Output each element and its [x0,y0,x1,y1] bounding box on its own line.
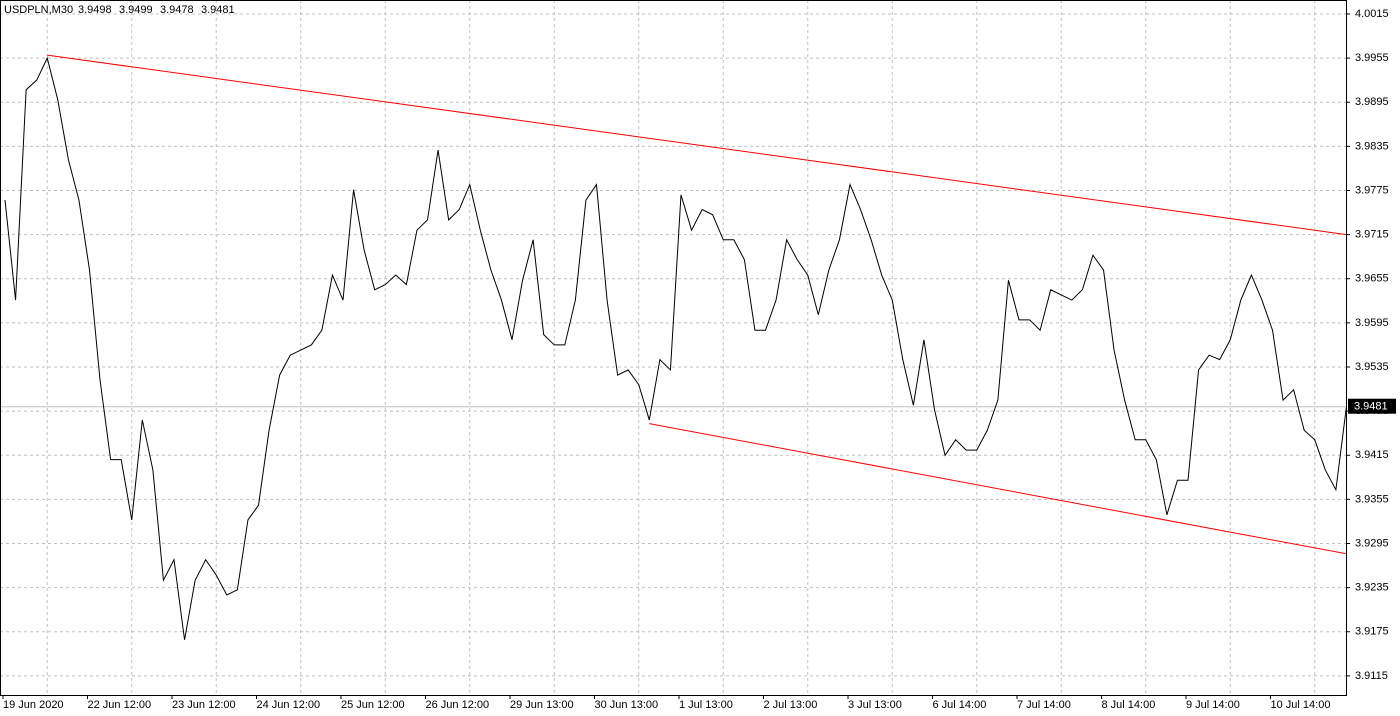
y-tick-label: 3.9775 [1355,184,1389,196]
y-tick-label: 3.9895 [1355,96,1389,108]
marks [4,54,1347,640]
x-tick-label: 19 Jun 2020 [3,699,64,711]
y-tick-label: 3.9535 [1355,361,1389,373]
y-tick-label: 4.0015 [1355,8,1389,20]
y-tick-label: 3.9955 [1355,52,1389,64]
price-tag-label: 3.9481 [1354,401,1388,413]
x-tick-label: 24 Jun 12:00 [257,699,321,711]
x-tick-label: 29 Jun 13:00 [510,699,574,711]
ohlc-value: 3.9499 [119,4,153,16]
x-tick-label: 22 Jun 12:00 [88,699,152,711]
x-tick-label: 30 Jun 13:00 [595,699,659,711]
x-tick-label: 26 Jun 12:00 [426,699,490,711]
x-tick-label: 7 Jul 14:00 [1017,699,1071,711]
x-tick-label: 3 Jul 13:00 [848,699,902,711]
trendline [649,423,1347,555]
x-tick-label: 23 Jun 12:00 [172,699,236,711]
ohlc-value: 3.9498 [78,4,112,16]
x-tick-label: 9 Jul 14:00 [1186,699,1240,711]
plot-frame [0,0,1347,696]
y-tick-label: 3.9655 [1355,273,1389,285]
x-tick-label: 25 Jun 12:00 [341,699,405,711]
x-tick-label: 6 Jul 14:00 [933,699,987,711]
trendline [47,54,1347,236]
y-tick-label: 3.9415 [1355,449,1389,461]
grid [0,0,1346,695]
x-tick-label: 2 Jul 13:00 [764,699,818,711]
ohlc-value: 3.9478 [160,4,194,16]
y-tick-label: 3.9175 [1355,626,1389,638]
y-tick-label: 3.9715 [1355,229,1389,241]
ohlc-value: 3.9481 [201,4,235,16]
y-tick-label: 3.9235 [1355,582,1389,594]
symbol-label: USDPLN,M30 [4,4,73,16]
x-tick-label: 1 Jul 13:00 [679,699,733,711]
y-tick-label: 3.9835 [1355,140,1389,152]
price-tag [1348,398,1396,414]
y-tick-label: 3.9115 [1355,670,1388,682]
y-tick-label: 3.9595 [1355,317,1389,329]
y-tick-label: 3.9295 [1355,537,1389,549]
x-tick-label: 8 Jul 14:00 [1102,699,1156,711]
price-line-series [4,56,1347,640]
y-tick-label: 3.9355 [1355,493,1389,505]
x-tick-label: 10 Jul 14:00 [1271,699,1331,711]
